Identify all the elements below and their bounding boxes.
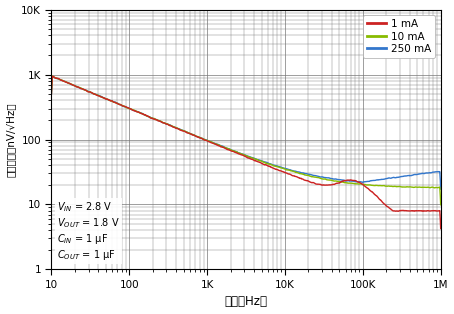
250 mA — [49, 92, 54, 96]
Line: 250 mA: 250 mA — [51, 76, 441, 189]
10 mA — [438, 203, 444, 207]
250 mA — [116, 102, 122, 106]
1 mA — [438, 227, 444, 230]
Y-axis label: 输出噪声（nV/√Hz）: 输出噪声（nV/√Hz） — [5, 102, 15, 177]
10 mA — [215, 143, 220, 146]
250 mA — [438, 187, 444, 191]
1 mA — [49, 92, 54, 96]
10 mA — [198, 136, 203, 140]
10 mA — [116, 102, 122, 106]
X-axis label: 頻率（Hz）: 頻率（Hz） — [225, 295, 267, 308]
10 mA — [389, 184, 394, 188]
1 mA — [116, 102, 122, 106]
250 mA — [389, 176, 394, 180]
10 mA — [430, 186, 436, 189]
1 mA — [93, 93, 99, 96]
1 mA — [389, 208, 394, 211]
250 mA — [50, 74, 55, 78]
Text: $V_{IN}$ = 2.8 V
$V_{OUT}$ = 1.8 V
$C_{IN}$ = 1 μF
$C_{OUT}$ = 1 μF: $V_{IN}$ = 2.8 V $V_{OUT}$ = 1.8 V $C_{I… — [57, 200, 120, 262]
Line: 1 mA: 1 mA — [51, 76, 441, 229]
1 mA — [215, 143, 220, 147]
250 mA — [93, 92, 99, 96]
10 mA — [49, 92, 54, 95]
1 mA — [198, 136, 203, 140]
Legend: 1 mA, 10 mA, 250 mA: 1 mA, 10 mA, 250 mA — [363, 15, 435, 58]
10 mA — [93, 93, 99, 97]
Line: 10 mA: 10 mA — [51, 76, 441, 205]
250 mA — [430, 170, 436, 174]
1 mA — [430, 209, 436, 213]
250 mA — [198, 136, 203, 140]
1 mA — [50, 74, 56, 78]
10 mA — [50, 74, 55, 78]
250 mA — [215, 143, 220, 146]
